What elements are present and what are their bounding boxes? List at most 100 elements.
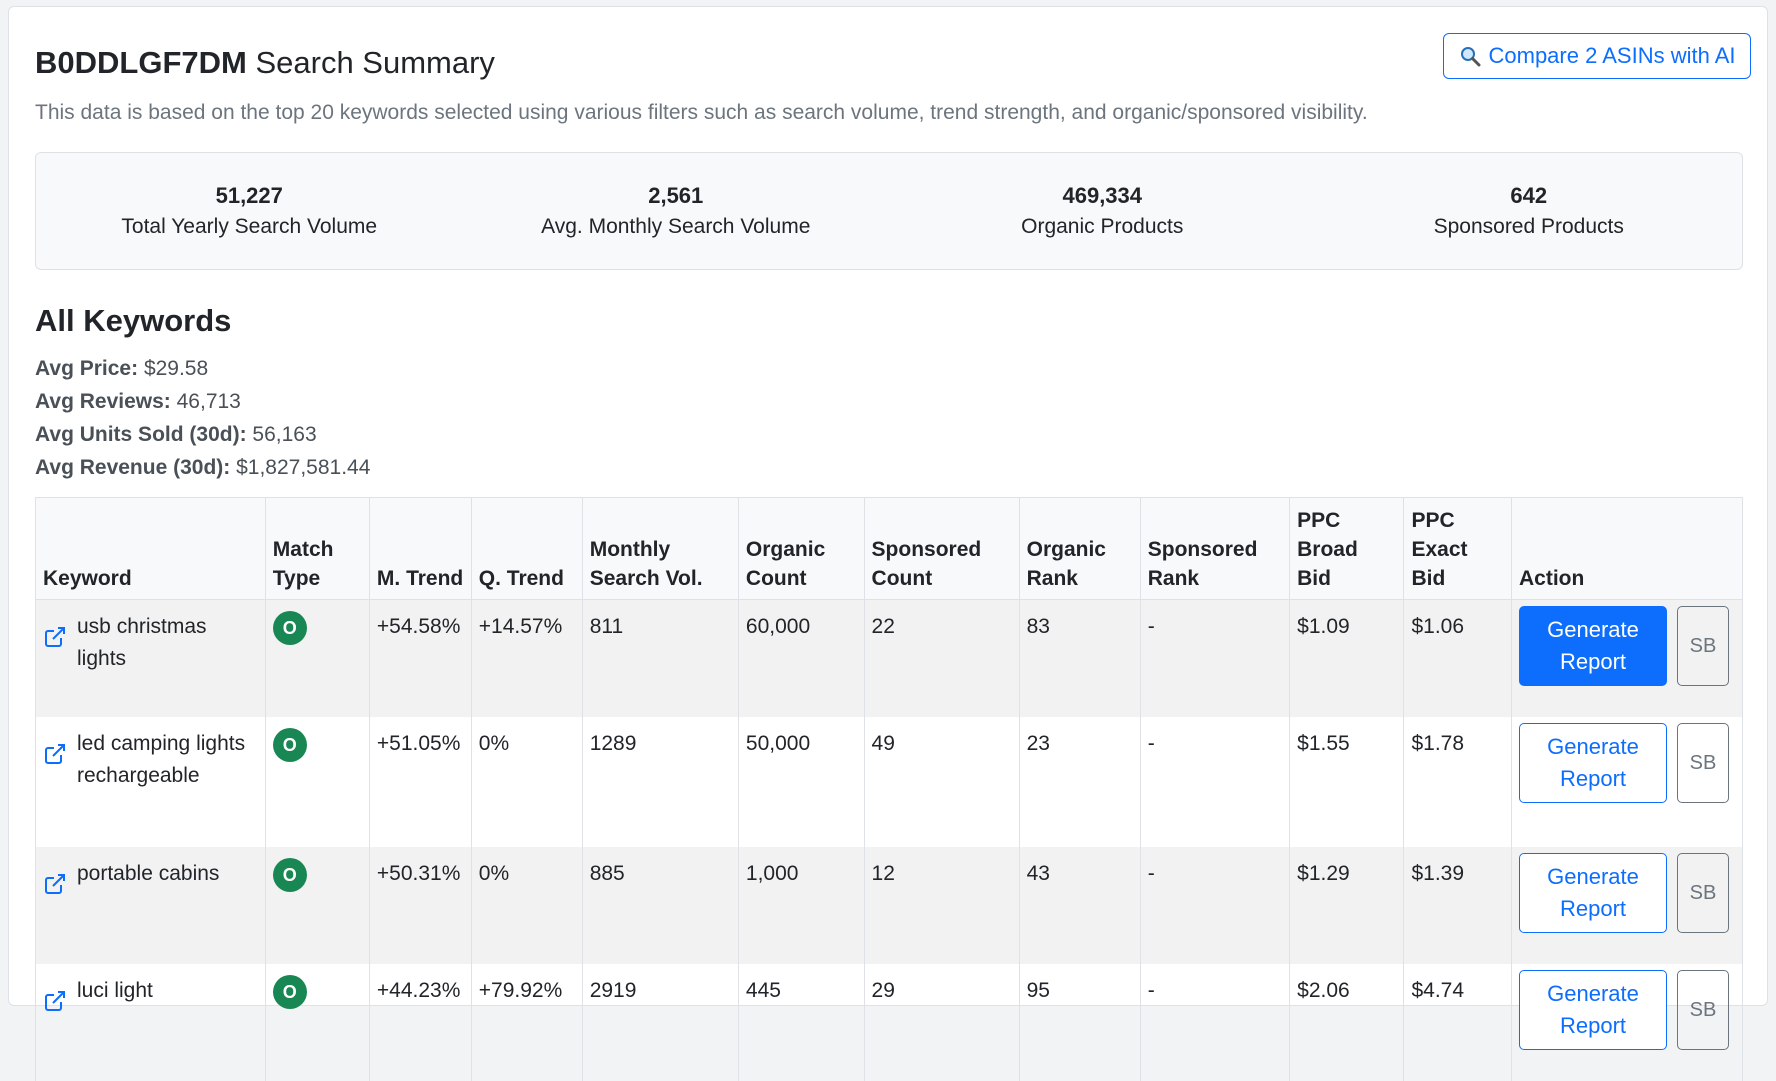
col-q-trend[interactable]: Q. Trend bbox=[470, 497, 583, 600]
sponsored-count-cell: 49 bbox=[863, 717, 1020, 847]
stat-sponsored-products: 642 Sponsored Products bbox=[1433, 183, 1624, 238]
col-keyword[interactable]: Keyword bbox=[35, 497, 266, 600]
keyword-text: portable cabins bbox=[77, 862, 220, 885]
ppc-broad-cell: $2.06 bbox=[1289, 964, 1405, 1081]
match-type-cell: O bbox=[264, 717, 370, 847]
sb-button[interactable]: SB bbox=[1677, 723, 1729, 803]
monthly-volume-cell: 2919 bbox=[581, 964, 739, 1081]
table-row: luci light O +44.23% +79.92% 2919 445 29… bbox=[35, 964, 1743, 1081]
action-cell: Generate Report SB bbox=[1511, 964, 1743, 1081]
sb-button[interactable]: SB bbox=[1677, 606, 1729, 686]
page-title: B0DDLGF7DM Search Summary bbox=[35, 45, 495, 80]
ppc-exact-cell: $4.74 bbox=[1403, 964, 1512, 1081]
keyword-cell: led camping lights rechargeable bbox=[35, 717, 266, 847]
organic-rank-cell: 43 bbox=[1018, 847, 1141, 964]
averages-list: Avg Price: $29.58 Avg Reviews: 46,713 Av… bbox=[35, 352, 370, 484]
keywords-heading: All Keywords bbox=[35, 303, 232, 338]
avg-reviews: Avg Reviews: 46,713 bbox=[35, 390, 241, 413]
match-type-badge: O bbox=[272, 728, 307, 762]
sponsored-count-cell: 12 bbox=[863, 847, 1020, 964]
ppc-exact-cell: $1.78 bbox=[1403, 717, 1512, 847]
ppc-broad-cell: $1.55 bbox=[1289, 717, 1405, 847]
ppc-broad-cell: $1.09 bbox=[1289, 599, 1405, 717]
sb-button[interactable]: SB bbox=[1677, 853, 1729, 933]
table-row: usb christmas lights O +54.58% +14.57% 8… bbox=[35, 599, 1743, 717]
table-row: led camping lights rechargeable O +51.05… bbox=[35, 717, 1743, 847]
avg-units-sold: Avg Units Sold (30d): 56,163 bbox=[35, 423, 317, 446]
external-link-icon[interactable] bbox=[43, 611, 69, 675]
avg-price: Avg Price: $29.58 bbox=[35, 357, 209, 380]
sponsored-rank-cell: - bbox=[1139, 717, 1291, 847]
summary-subtitle: This data is based on the top 20 keyword… bbox=[35, 101, 1368, 124]
table-row: portable cabins O +50.31% 0% 885 1,000 1… bbox=[35, 847, 1743, 964]
stat-organic-products: 469,334 Organic Products bbox=[1021, 183, 1184, 238]
organic-count-cell: 50,000 bbox=[737, 717, 865, 847]
col-monthly-volume[interactable]: Monthly Search Vol. bbox=[581, 497, 739, 600]
ppc-broad-cell: $1.29 bbox=[1289, 847, 1405, 964]
keyword-text: usb christmas lights bbox=[77, 615, 207, 670]
monthly-volume-cell: 1289 bbox=[581, 717, 739, 847]
ppc-exact-cell: $1.39 bbox=[1403, 847, 1512, 964]
m-trend-cell: +44.23% bbox=[368, 964, 472, 1081]
keyword-text: luci light bbox=[77, 979, 153, 1002]
organic-count-cell: 60,000 bbox=[737, 599, 865, 717]
external-link-icon[interactable] bbox=[43, 728, 69, 792]
col-ppc-exact[interactable]: PPC Exact Bid bbox=[1403, 497, 1512, 600]
generate-report-button[interactable]: Generate Report bbox=[1519, 606, 1667, 686]
keyword-cell: usb christmas lights bbox=[35, 599, 266, 717]
action-cell: Generate Report SB bbox=[1511, 847, 1743, 964]
generate-report-button[interactable]: Generate Report bbox=[1519, 970, 1667, 1050]
q-trend-cell: +14.57% bbox=[470, 599, 583, 717]
external-link-icon[interactable] bbox=[43, 858, 69, 906]
external-link-icon[interactable] bbox=[43, 975, 69, 1023]
sb-button[interactable]: SB bbox=[1677, 970, 1729, 1050]
sponsored-count-cell: 22 bbox=[863, 599, 1020, 717]
m-trend-cell: +51.05% bbox=[368, 717, 472, 847]
col-sponsored-rank[interactable]: Sponsored Rank bbox=[1139, 497, 1291, 600]
match-type-cell: O bbox=[264, 599, 370, 717]
match-type-cell: O bbox=[264, 964, 370, 1081]
q-trend-cell: 0% bbox=[470, 847, 583, 964]
col-organic-count[interactable]: Organic Count bbox=[737, 497, 865, 600]
table-header-row: Keyword Match Type M. Trend Q. Trend Mon… bbox=[35, 497, 1743, 600]
m-trend-cell: +54.58% bbox=[368, 599, 472, 717]
action-cell: Generate Report SB bbox=[1511, 599, 1743, 717]
m-trend-cell: +50.31% bbox=[368, 847, 472, 964]
stats-panel: 51,227 Total Yearly Search Volume 2,561 … bbox=[35, 152, 1743, 270]
organic-count-cell: 445 bbox=[737, 964, 865, 1081]
action-cell: Generate Report SB bbox=[1511, 717, 1743, 847]
match-type-cell: O bbox=[264, 847, 370, 964]
compare-asins-button[interactable]: Compare 2 ASINs with AI bbox=[1443, 33, 1751, 79]
generate-report-button[interactable]: Generate Report bbox=[1519, 853, 1667, 933]
col-ppc-broad[interactable]: PPC Broad Bid bbox=[1289, 497, 1405, 600]
col-m-trend[interactable]: M. Trend bbox=[368, 497, 472, 600]
keyword-cell: luci light bbox=[35, 964, 266, 1081]
match-type-badge: O bbox=[272, 858, 307, 892]
ppc-exact-cell: $1.06 bbox=[1403, 599, 1512, 717]
avg-revenue: Avg Revenue (30d): $1,827,581.44 bbox=[35, 456, 371, 479]
col-sponsored-count[interactable]: Sponsored Count bbox=[863, 497, 1020, 600]
col-match-type[interactable]: Match Type bbox=[264, 497, 370, 600]
keyword-cell: portable cabins bbox=[35, 847, 266, 964]
organic-rank-cell: 95 bbox=[1018, 964, 1141, 1081]
match-type-badge: O bbox=[272, 975, 307, 1009]
organic-count-cell: 1,000 bbox=[737, 847, 865, 964]
sponsored-count-cell: 29 bbox=[863, 964, 1020, 1081]
q-trend-cell: 0% bbox=[470, 717, 583, 847]
sponsored-rank-cell: - bbox=[1139, 599, 1291, 717]
q-trend-cell: +79.92% bbox=[470, 964, 583, 1081]
organic-rank-cell: 23 bbox=[1018, 717, 1141, 847]
col-action: Action bbox=[1511, 497, 1743, 600]
search-summary-card: B0DDLGF7DM Search Summary Compare 2 ASIN… bbox=[8, 6, 1768, 1081]
keyword-text: led camping lights rechargeable bbox=[77, 732, 246, 787]
stat-monthly-volume: 2,561 Avg. Monthly Search Volume bbox=[541, 183, 811, 238]
keywords-table: Keyword Match Type M. Trend Q. Trend Mon… bbox=[35, 497, 1743, 1081]
col-organic-rank[interactable]: Organic Rank bbox=[1018, 497, 1141, 600]
generate-report-button[interactable]: Generate Report bbox=[1519, 723, 1667, 803]
stat-yearly-volume: 51,227 Total Yearly Search Volume bbox=[121, 183, 378, 238]
monthly-volume-cell: 811 bbox=[581, 599, 739, 717]
monthly-volume-cell: 885 bbox=[581, 847, 739, 964]
organic-rank-cell: 83 bbox=[1018, 599, 1141, 717]
sponsored-rank-cell: - bbox=[1139, 964, 1291, 1081]
match-type-badge: O bbox=[272, 611, 307, 645]
